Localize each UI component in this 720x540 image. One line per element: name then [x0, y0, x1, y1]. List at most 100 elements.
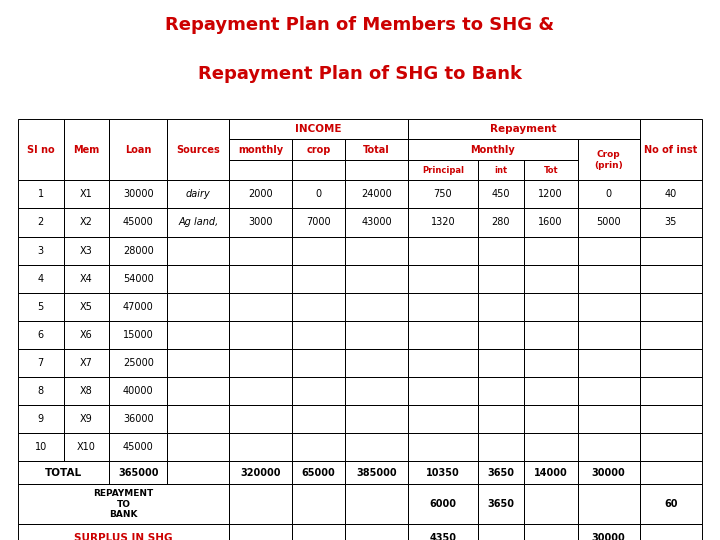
- Bar: [18, 524, 230, 540]
- Text: 7000: 7000: [306, 218, 331, 227]
- Text: X4: X4: [80, 274, 93, 284]
- Bar: [63, 433, 109, 461]
- Text: 750: 750: [433, 190, 452, 199]
- Text: 1: 1: [37, 190, 44, 199]
- Bar: [230, 180, 292, 208]
- Bar: [577, 265, 640, 293]
- Bar: [346, 377, 408, 405]
- Text: crop: crop: [306, 145, 330, 154]
- Text: 0: 0: [315, 190, 322, 199]
- Bar: [523, 484, 577, 524]
- Text: dairy: dairy: [186, 190, 211, 199]
- Bar: [346, 524, 408, 540]
- Bar: [523, 405, 577, 433]
- Bar: [230, 524, 292, 540]
- Bar: [478, 208, 523, 237]
- Bar: [577, 524, 640, 540]
- Bar: [109, 377, 167, 405]
- Bar: [167, 461, 230, 484]
- Bar: [577, 237, 640, 265]
- Text: Crop
(prin): Crop (prin): [594, 150, 623, 170]
- Bar: [18, 180, 63, 208]
- Text: 3650: 3650: [487, 499, 515, 509]
- Bar: [292, 237, 346, 265]
- Bar: [292, 405, 346, 433]
- Bar: [292, 208, 346, 237]
- Text: 0: 0: [606, 190, 612, 199]
- Bar: [408, 484, 478, 524]
- Bar: [478, 433, 523, 461]
- Bar: [346, 293, 408, 321]
- Bar: [408, 349, 478, 377]
- Text: 4350: 4350: [429, 534, 456, 540]
- Bar: [292, 461, 346, 484]
- Text: 45000: 45000: [123, 218, 153, 227]
- Bar: [408, 237, 478, 265]
- Bar: [292, 524, 346, 540]
- Bar: [230, 484, 292, 524]
- Bar: [292, 321, 346, 349]
- Text: 60: 60: [664, 499, 678, 509]
- Bar: [109, 119, 167, 180]
- Bar: [523, 237, 577, 265]
- Bar: [230, 160, 292, 180]
- Bar: [109, 405, 167, 433]
- Bar: [63, 180, 109, 208]
- Bar: [63, 349, 109, 377]
- Bar: [346, 433, 408, 461]
- Text: 280: 280: [492, 218, 510, 227]
- Bar: [346, 208, 408, 237]
- Bar: [109, 237, 167, 265]
- Bar: [577, 377, 640, 405]
- Text: 365000: 365000: [118, 468, 158, 477]
- Bar: [167, 237, 230, 265]
- Text: 4: 4: [37, 274, 44, 284]
- Bar: [640, 237, 702, 265]
- Bar: [346, 237, 408, 265]
- Text: 10: 10: [35, 442, 47, 452]
- Bar: [523, 208, 577, 237]
- Text: Ag land,: Ag land,: [179, 218, 218, 227]
- Bar: [292, 160, 346, 180]
- Bar: [18, 321, 63, 349]
- Bar: [292, 180, 346, 208]
- Bar: [18, 484, 230, 524]
- Bar: [640, 524, 702, 540]
- Text: 7: 7: [37, 358, 44, 368]
- Text: Tot: Tot: [544, 166, 558, 174]
- Bar: [346, 405, 408, 433]
- Bar: [478, 237, 523, 265]
- Bar: [640, 321, 702, 349]
- Text: 45000: 45000: [123, 442, 153, 452]
- Text: 30000: 30000: [592, 468, 626, 477]
- Bar: [523, 461, 577, 484]
- Bar: [109, 293, 167, 321]
- Text: 5000: 5000: [596, 218, 621, 227]
- Text: TOTAL: TOTAL: [45, 468, 82, 477]
- Text: 25000: 25000: [123, 358, 153, 368]
- Bar: [640, 349, 702, 377]
- Text: Repayment Plan of Members to SHG &: Repayment Plan of Members to SHG &: [166, 16, 554, 34]
- Bar: [523, 524, 577, 540]
- Text: Mem: Mem: [73, 145, 99, 154]
- Text: Loan: Loan: [125, 145, 151, 154]
- Bar: [523, 321, 577, 349]
- Bar: [523, 349, 577, 377]
- Bar: [18, 293, 63, 321]
- Bar: [408, 433, 478, 461]
- Text: 2: 2: [37, 218, 44, 227]
- Text: No of inst: No of inst: [644, 145, 698, 154]
- Text: X10: X10: [77, 442, 96, 452]
- Text: 14000: 14000: [534, 468, 567, 477]
- Bar: [18, 349, 63, 377]
- Text: 35: 35: [665, 218, 677, 227]
- Text: 9: 9: [37, 414, 44, 424]
- Bar: [346, 461, 408, 484]
- Text: 24000: 24000: [361, 190, 392, 199]
- Bar: [408, 293, 478, 321]
- Bar: [109, 461, 167, 484]
- Text: 1320: 1320: [431, 218, 455, 227]
- Bar: [478, 349, 523, 377]
- Bar: [577, 433, 640, 461]
- Bar: [408, 377, 478, 405]
